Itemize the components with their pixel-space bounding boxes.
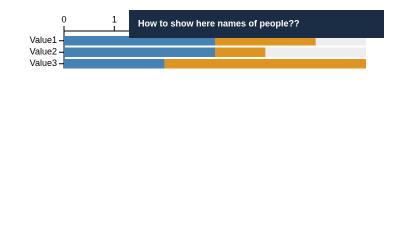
bar-segment xyxy=(164,59,366,69)
bar-segment xyxy=(64,59,165,69)
y-tick-label: Value3 xyxy=(30,58,57,68)
tooltip-text: How to show here names of people?? xyxy=(138,18,300,28)
x-tick-label: 0 xyxy=(61,14,66,24)
y-tick-label: Value1 xyxy=(30,35,57,45)
y-tick-label: Value2 xyxy=(30,47,57,57)
bar-segment xyxy=(215,47,266,57)
tooltip xyxy=(129,10,384,38)
bar-segment xyxy=(64,36,215,46)
x-tick-label: 1 xyxy=(112,14,117,24)
page: 0 1 Value1 Value2 Value3 How to show here nam… xyxy=(29,10,384,69)
bar-segment xyxy=(64,47,215,57)
bar-segment xyxy=(215,36,316,46)
